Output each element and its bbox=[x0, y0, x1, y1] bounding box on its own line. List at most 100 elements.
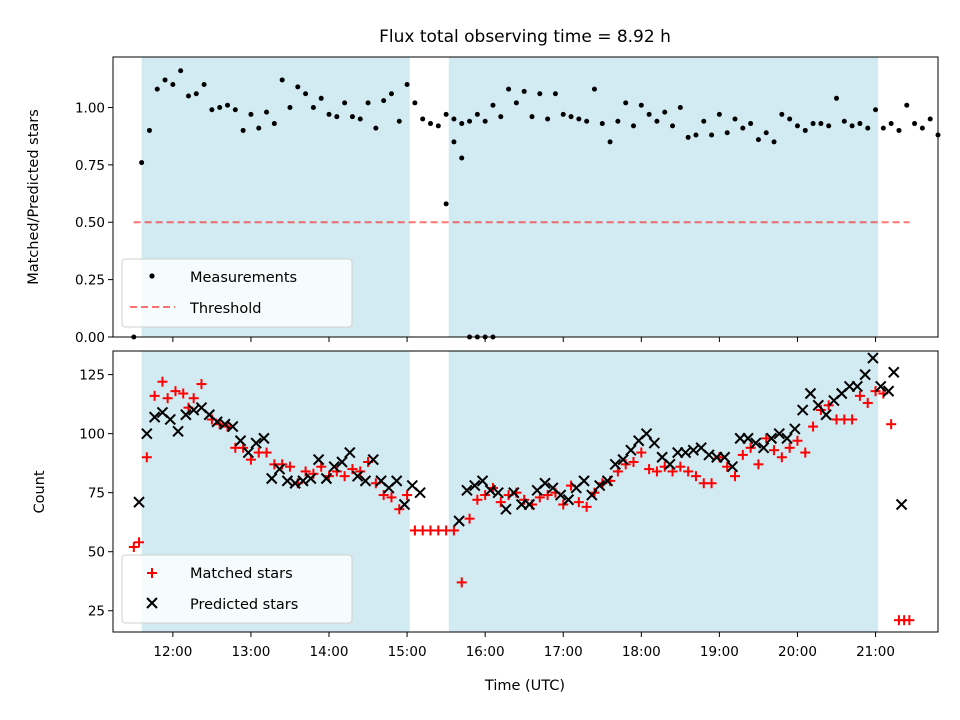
predicted-x-b bbox=[664, 458, 676, 471]
measurement-point bbox=[154, 86, 160, 92]
legend-predicted-marker bbox=[146, 597, 158, 609]
predicted-x-b bbox=[648, 437, 661, 449]
predicted-x-b bbox=[390, 475, 403, 487]
measurement-point bbox=[607, 139, 613, 145]
measurement-point bbox=[810, 121, 816, 127]
measurement-point bbox=[732, 116, 738, 122]
top-panel: 0.00 0.25 0.50 0.75 1.00 Matched/Predicted s… bbox=[26, 56, 941, 346]
measurement-point bbox=[443, 201, 449, 207]
predicted-star-point bbox=[687, 444, 700, 456]
measurement-point bbox=[826, 123, 832, 129]
predicted-x-b bbox=[406, 479, 418, 492]
observation-band-2 bbox=[448, 57, 879, 337]
measurement-point bbox=[428, 121, 434, 127]
measurement-point bbox=[146, 127, 152, 133]
measurement-point bbox=[927, 116, 933, 122]
top-plot-frame bbox=[112, 56, 939, 338]
predicted-star-point bbox=[148, 411, 161, 423]
bottom-y-tick-label: 25 bbox=[88, 604, 105, 620]
matched-star-point bbox=[675, 461, 686, 472]
matched-star-point bbox=[402, 490, 413, 501]
predicted-star-point bbox=[804, 387, 817, 400]
measurement-point bbox=[880, 125, 886, 131]
measurement-point bbox=[584, 118, 590, 124]
predicted-star-point bbox=[617, 453, 629, 466]
matched-star-point bbox=[495, 497, 506, 508]
bottom-y-axis-label: Count bbox=[32, 470, 48, 513]
bottom-y-tick-label: 125 bbox=[79, 368, 105, 384]
bottom-y-tick-label: 75 bbox=[88, 486, 105, 502]
predicted-x-b bbox=[258, 432, 270, 445]
measurement-point bbox=[420, 116, 426, 122]
predicted-x-b bbox=[156, 406, 169, 419]
measurement-point bbox=[396, 118, 402, 124]
predicted-x-b bbox=[609, 458, 621, 471]
matched-star-point bbox=[196, 379, 207, 390]
top-y-axis-label: Matched/Predicted stars bbox=[26, 109, 42, 285]
predicted-star-point bbox=[664, 458, 676, 471]
predicted-star-point bbox=[679, 446, 692, 459]
matched-star-point bbox=[261, 447, 272, 458]
top-marks bbox=[131, 68, 941, 340]
predicted-star-point bbox=[281, 475, 294, 487]
measurement-point bbox=[529, 114, 535, 120]
predicted-star-point bbox=[273, 463, 286, 475]
measurement-point bbox=[545, 116, 551, 122]
measurement-point bbox=[873, 107, 879, 113]
top-y-tick-label: 0.25 bbox=[75, 273, 105, 289]
matched-star-point bbox=[784, 442, 795, 453]
measurement-point bbox=[888, 121, 894, 127]
predicted-x-b bbox=[219, 418, 231, 430]
predicted-star-point bbox=[895, 498, 908, 511]
top-legend: Measurements Threshold bbox=[121, 258, 353, 328]
matched-star-point bbox=[386, 492, 397, 503]
predicted-x-b bbox=[508, 486, 520, 499]
chart-title: Flux total observing time = 8.92 h bbox=[379, 27, 671, 47]
predicted-x-b bbox=[367, 453, 379, 466]
measurement-point bbox=[264, 109, 270, 115]
measurement-point bbox=[623, 100, 629, 106]
predicted-x-b bbox=[851, 380, 864, 393]
measurement-point bbox=[451, 139, 457, 145]
predicted-star-point bbox=[297, 475, 309, 487]
measurement-point bbox=[248, 111, 254, 117]
predicted-star-point bbox=[539, 477, 551, 489]
measurement-point bbox=[638, 102, 644, 108]
predicted-x-b bbox=[640, 427, 653, 440]
bottom-y-tick-label: 100 bbox=[79, 427, 105, 443]
predicted-star-point bbox=[398, 498, 411, 511]
measurement-point bbox=[677, 104, 683, 110]
predicted-star-point bbox=[164, 413, 176, 426]
predicted-star-point bbox=[578, 475, 590, 487]
predicted-x-b bbox=[164, 413, 176, 426]
measurement-point bbox=[763, 130, 769, 136]
measurement-point bbox=[279, 77, 285, 83]
predicted-x-b bbox=[539, 477, 551, 489]
predicted-star-point bbox=[476, 475, 489, 487]
measurement-point bbox=[693, 132, 699, 138]
measurement-point bbox=[217, 104, 223, 110]
predicted-x-b bbox=[679, 446, 692, 459]
measurement-point bbox=[631, 123, 637, 129]
predicted-x-b bbox=[687, 444, 700, 456]
bottom-plot-frame bbox=[112, 350, 939, 633]
measurement-point bbox=[506, 86, 512, 92]
predicted-x-b bbox=[593, 479, 606, 492]
legend-threshold-label: Threshold bbox=[189, 301, 261, 317]
measurement-point bbox=[787, 116, 793, 122]
matched-star-point bbox=[378, 490, 389, 501]
measurement-point bbox=[716, 111, 722, 117]
measurement-point bbox=[724, 130, 730, 136]
measurement-point bbox=[779, 111, 785, 117]
legend-measurement-marker bbox=[149, 273, 155, 279]
matched-star-point bbox=[792, 435, 803, 446]
predicted-x-b bbox=[859, 368, 871, 381]
matched-star-point bbox=[628, 456, 639, 467]
matched-star-point bbox=[128, 541, 139, 552]
legend-matched-marker bbox=[147, 568, 157, 578]
predicted-x-b bbox=[305, 472, 317, 485]
predicted-star-point bbox=[336, 456, 348, 468]
top-legend-box bbox=[121, 258, 353, 328]
measurement-point bbox=[521, 88, 527, 94]
predicted-star-point bbox=[765, 432, 778, 445]
